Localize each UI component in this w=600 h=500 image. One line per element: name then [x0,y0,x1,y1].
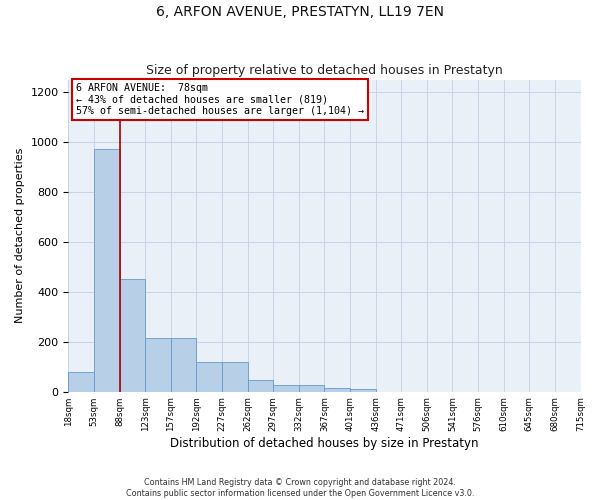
Bar [273,386,299,392]
Text: Contains HM Land Registry data © Crown copyright and database right 2024.
Contai: Contains HM Land Registry data © Crown c… [126,478,474,498]
Bar [299,386,325,392]
Bar [119,280,145,392]
X-axis label: Distribution of detached houses by size in Prestatyn: Distribution of detached houses by size … [170,437,479,450]
Title: Size of property relative to detached houses in Prestatyn: Size of property relative to detached ho… [146,64,503,77]
Bar [248,380,273,392]
Bar [94,150,119,392]
Y-axis label: Number of detached properties: Number of detached properties [15,148,25,324]
Text: 6 ARFON AVENUE:  78sqm
← 43% of detached houses are smaller (819)
57% of semi-de: 6 ARFON AVENUE: 78sqm ← 43% of detached … [76,82,364,116]
Bar [196,362,222,392]
Bar [171,338,196,392]
Bar [145,338,171,392]
Bar [68,372,94,392]
Bar [325,388,350,392]
Text: 6, ARFON AVENUE, PRESTATYN, LL19 7EN: 6, ARFON AVENUE, PRESTATYN, LL19 7EN [156,5,444,19]
Bar [350,389,376,392]
Bar [222,362,248,392]
